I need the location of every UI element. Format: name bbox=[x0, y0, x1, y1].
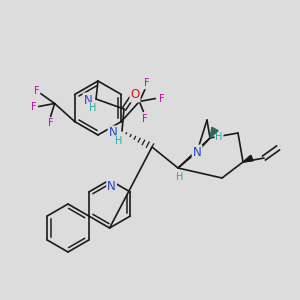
Text: H: H bbox=[176, 172, 184, 182]
Polygon shape bbox=[210, 127, 218, 138]
Text: F: F bbox=[48, 118, 53, 128]
Text: F: F bbox=[142, 113, 147, 124]
Text: O: O bbox=[130, 88, 140, 101]
Text: H: H bbox=[89, 103, 97, 113]
Text: N: N bbox=[109, 127, 117, 140]
Text: F: F bbox=[144, 79, 149, 88]
Text: N: N bbox=[84, 94, 92, 106]
Polygon shape bbox=[243, 155, 253, 162]
Text: F: F bbox=[34, 85, 39, 95]
Text: N: N bbox=[107, 179, 116, 193]
Text: H: H bbox=[215, 132, 223, 142]
Text: F: F bbox=[159, 94, 164, 103]
Text: H: H bbox=[115, 136, 123, 146]
Text: N: N bbox=[193, 146, 201, 158]
Text: F: F bbox=[31, 101, 36, 112]
